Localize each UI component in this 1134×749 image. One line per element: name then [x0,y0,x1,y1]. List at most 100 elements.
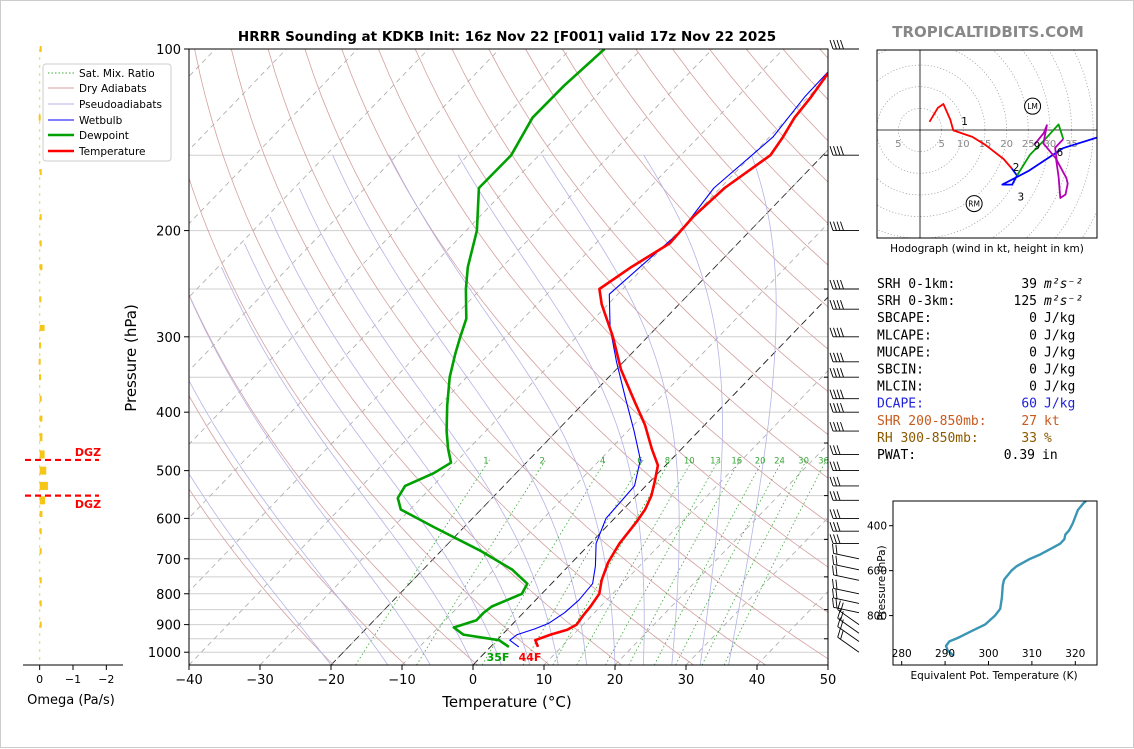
omega-bar [40,169,42,175]
wind-barb-flag [837,368,840,377]
stat-unit: J/kg [1044,380,1075,395]
x-tick-label: −10 [388,673,415,688]
wind-barb [830,403,859,412]
hodograph-ring-label: 5 [938,139,944,150]
wind-barb-rotated [830,300,859,309]
omega-bar [40,496,46,504]
wind-barb [830,353,859,362]
wind-barb-staff [834,553,859,558]
wind-barb-flag [841,300,844,309]
wind-barb [830,280,859,289]
omega-bar [39,359,41,365]
wind-barb-flag [837,522,840,531]
theta-e-x-tick-label: 290 [935,648,955,660]
stat-label: SRH 0-1km: [877,277,955,292]
wind-barb-flag [837,390,840,399]
skewt-x-axis-label: Temperature (°C) [441,693,571,711]
wind-barb-flag [831,555,836,564]
wind-barb-flag [834,599,839,608]
pseudoadiabat-line [222,267,474,665]
wind-barb-rotated [830,477,859,486]
wind-barb-flag [830,390,833,399]
stat-unit: % [1044,431,1052,446]
hodograph-height-label: 9 [1034,140,1041,152]
wind-barb [831,565,861,580]
mixing-ratio-line [523,460,643,665]
stat-value: 0 [1029,345,1037,360]
wind-barb-flag [831,589,836,598]
skewt-y-axis-label: Pressure (hPa) [122,304,140,412]
omega-bar [39,115,41,121]
wind-barb-flag [834,491,837,500]
wind-barb-rotated [830,280,859,289]
wind-barb-flag [837,146,840,155]
wind-barb [830,328,859,337]
theta-e-profile-line [946,501,1086,656]
wind-barb-flag [831,579,836,588]
wind-barb-rotated [831,555,861,570]
stat-label: RH 300-850mb: [877,431,979,446]
wind-barb-flag [841,390,844,399]
omega-x-axis-label: Omega (Pa/s) [27,693,115,708]
omega-bar [40,396,42,402]
omega-x-tick-label: −2 [98,673,114,686]
mixing-ratio-label: 30 [798,456,809,466]
wind-barb-flag [830,146,833,155]
pseudoadiabat-line [389,155,615,665]
wind-barb-rotated [830,146,859,155]
wind-barb-flag [837,445,840,454]
stat-unit: J/kg [1044,363,1075,378]
skewt-profiles [398,49,852,647]
wind-barb-flag [841,222,844,231]
wind-barb-rotated [831,579,861,594]
mixing-ratio-label: 2 [540,456,545,466]
y-tick-label: 200 [156,225,181,240]
wind-barb-flag [834,353,837,362]
wind-barb-flag [830,445,833,454]
stat-unit: J/kg [1044,345,1075,360]
stat-unit: m²s⁻² [1043,277,1083,292]
wind-barb-flag [834,328,837,337]
hodograph-ring-label: 5 [895,139,901,150]
stat-unit: kt [1044,414,1060,429]
wind-barb [835,628,864,652]
wind-barb-flag [834,403,837,412]
stat-label: MLCAPE: [877,328,932,343]
omega-bar [40,46,42,52]
wind-barb-flag [834,509,837,518]
y-tick-label: 400 [156,406,181,421]
wind-barb-rotated [830,445,859,454]
legend-label-dry-adiabats: Dry Adiabats [79,83,147,95]
hodograph-ring-label: 10 [957,139,970,150]
skewt-frame [189,49,828,665]
omega-x-tick-label: −1 [65,673,81,686]
wind-barb-rotated [830,328,859,337]
y-tick-label: 1000 [148,646,181,661]
y-tick-label: 100 [156,43,181,58]
mixing-ratio-line [417,460,546,665]
hodograph-trace [930,104,1012,169]
stat-label: SHR 200-850mb: [877,414,987,429]
x-tick-label: 50 [820,673,837,688]
stat-value: 0 [1029,380,1037,395]
wind-barb-flag [834,556,839,565]
hodograph-caption: Hodograph (wind in kt, height in km) [890,243,1084,255]
wind-barb-flag [834,40,837,49]
wind-barb [831,579,861,594]
wind-barb-rotated [830,403,859,412]
wind-barb-staff [834,575,859,580]
dry-adiabat-line [121,49,478,665]
wind-barb-staff [834,607,859,612]
wind-barb [830,477,859,486]
wind-barb [830,509,859,518]
mixing-ratio-line [676,460,783,665]
mixing-ratio-label: 4 [600,456,605,466]
wind-barb-flag [841,146,844,155]
wind-barb-flag [837,491,840,500]
stat-unit: in [1042,448,1058,463]
wind-barb [831,598,861,613]
wind-barb-flag [834,390,837,399]
wind-barb-flag [830,222,833,231]
